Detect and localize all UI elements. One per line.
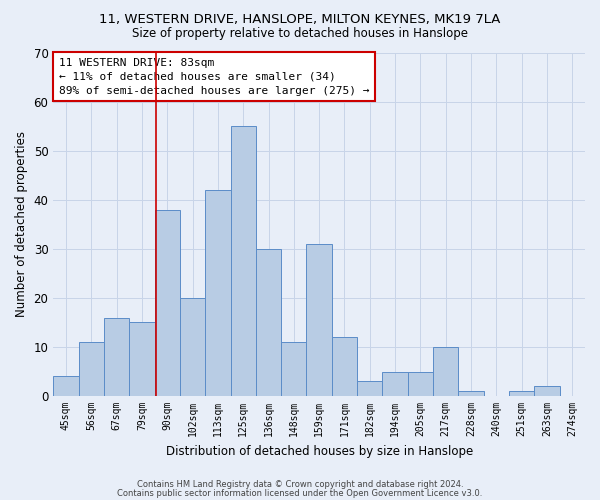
- Bar: [433, 347, 458, 396]
- Text: Size of property relative to detached houses in Hanslope: Size of property relative to detached ho…: [132, 28, 468, 40]
- Bar: [535, 386, 560, 396]
- Bar: [408, 372, 433, 396]
- Bar: [230, 126, 256, 396]
- Bar: [382, 372, 408, 396]
- Bar: [129, 322, 155, 396]
- Bar: [205, 190, 230, 396]
- Y-axis label: Number of detached properties: Number of detached properties: [15, 132, 28, 318]
- Bar: [155, 210, 180, 396]
- Bar: [281, 342, 307, 396]
- Bar: [458, 391, 484, 396]
- Bar: [53, 376, 79, 396]
- X-axis label: Distribution of detached houses by size in Hanslope: Distribution of detached houses by size …: [166, 444, 473, 458]
- Text: 11, WESTERN DRIVE, HANSLOPE, MILTON KEYNES, MK19 7LA: 11, WESTERN DRIVE, HANSLOPE, MILTON KEYN…: [100, 12, 500, 26]
- Text: Contains public sector information licensed under the Open Government Licence v3: Contains public sector information licen…: [118, 489, 482, 498]
- Bar: [357, 382, 382, 396]
- Text: Contains HM Land Registry data © Crown copyright and database right 2024.: Contains HM Land Registry data © Crown c…: [137, 480, 463, 489]
- Bar: [307, 244, 332, 396]
- Bar: [104, 318, 129, 396]
- Bar: [79, 342, 104, 396]
- Bar: [509, 391, 535, 396]
- Bar: [180, 298, 205, 396]
- Bar: [332, 337, 357, 396]
- Text: 11 WESTERN DRIVE: 83sqm
← 11% of detached houses are smaller (34)
89% of semi-de: 11 WESTERN DRIVE: 83sqm ← 11% of detache…: [59, 58, 369, 96]
- Bar: [256, 249, 281, 396]
